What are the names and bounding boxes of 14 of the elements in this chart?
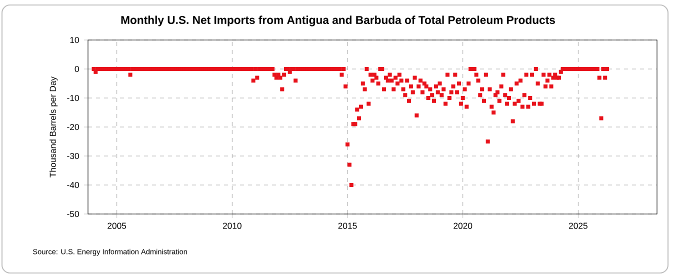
x-tick-label: 2025 xyxy=(568,222,588,229)
x-tick-label: 2015 xyxy=(338,222,357,229)
y-tick-label: -10 xyxy=(67,94,79,102)
x-tick-label: 2020 xyxy=(454,222,472,229)
y-tick-label: -40 xyxy=(67,182,79,188)
x-tick-label: 2010 xyxy=(222,222,242,229)
y-tick-label: -30 xyxy=(67,152,79,160)
y-tick-label: -50 xyxy=(67,210,79,218)
x-tick-label: 2005 xyxy=(108,222,126,229)
y-tick-label: 0 xyxy=(74,66,79,72)
y-axis-title: Thousand Barrels per Day xyxy=(50,76,58,178)
y-tick-label: 10 xyxy=(70,36,79,44)
chart-title: Monthly U.S. Net Imports from Antigua and Barbuda of Total Petroleum Products xyxy=(121,16,555,26)
y-tick-label: -20 xyxy=(67,124,79,130)
